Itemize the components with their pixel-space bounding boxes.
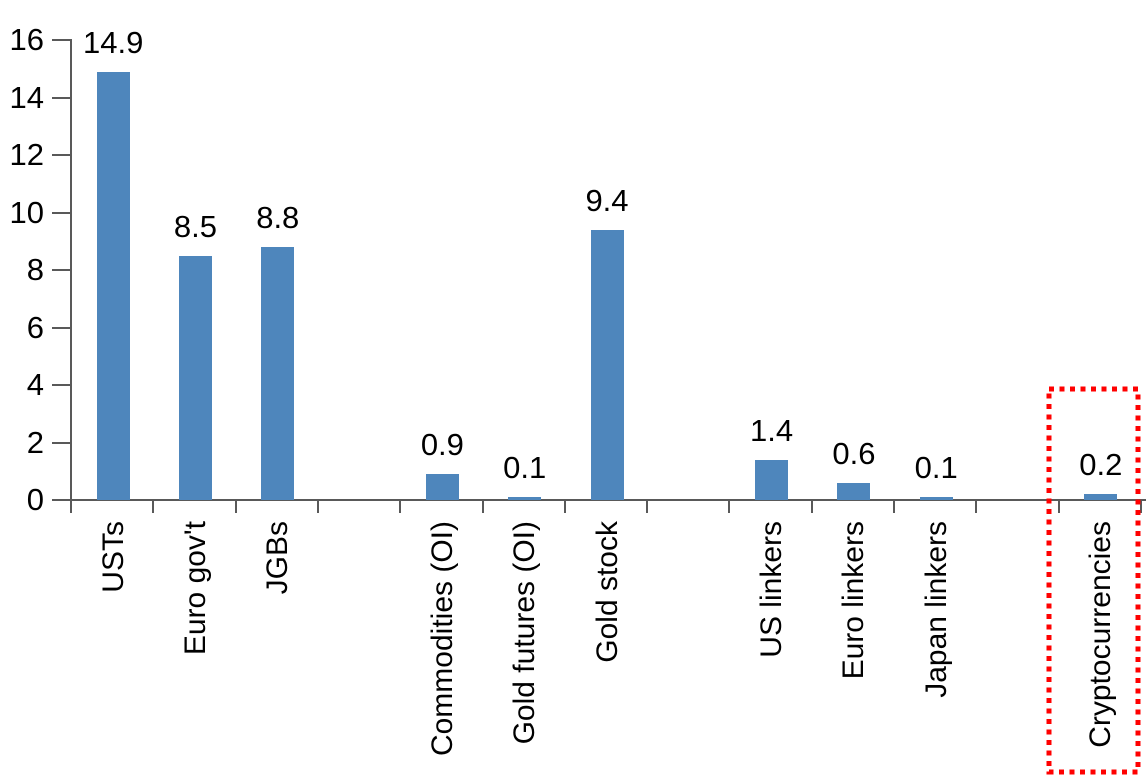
y-tick	[52, 384, 72, 386]
y-tick-label: 2	[26, 424, 44, 460]
x-tick	[234, 500, 237, 513]
value-label: 1.4	[750, 412, 794, 448]
bar	[837, 482, 871, 500]
y-tick	[52, 269, 72, 271]
bar	[508, 497, 542, 500]
bar	[261, 247, 295, 500]
x-axis-line	[70, 499, 1146, 501]
x-tick	[152, 500, 155, 513]
y-tick-label: 14	[9, 79, 44, 115]
bar	[178, 255, 212, 500]
category-label: Gold futures (OI)	[508, 521, 542, 745]
x-tick	[563, 500, 566, 513]
category-label: JGBs	[261, 521, 295, 595]
x-tick	[975, 500, 978, 513]
x-tick	[810, 500, 813, 513]
y-tick	[52, 499, 72, 501]
y-tick-label: 0	[26, 482, 44, 517]
x-tick	[728, 500, 731, 513]
bar	[425, 474, 459, 500]
x-tick	[893, 500, 896, 513]
y-tick	[52, 96, 72, 99]
value-label: 0.2	[1079, 447, 1123, 483]
value-label: 14.9	[82, 24, 144, 60]
highlight-box	[1046, 386, 1141, 775]
category-label: Euro gov't	[178, 521, 212, 656]
y-tick	[52, 39, 72, 41]
value-label: 0.6	[832, 435, 876, 471]
x-tick	[1057, 500, 1060, 513]
y-tick	[52, 326, 72, 329]
bar	[96, 71, 130, 500]
y-tick	[52, 211, 72, 214]
x-tick	[1140, 500, 1142, 513]
value-label: 8.5	[173, 208, 217, 244]
value-label: 8.8	[256, 200, 300, 235]
bar	[590, 229, 624, 500]
category-label: Euro linkers	[837, 521, 871, 680]
y-tick	[52, 441, 72, 444]
bar	[1084, 494, 1118, 500]
y-tick-label: 8	[26, 252, 44, 287]
y-tick-label: 4	[26, 367, 44, 402]
value-label: 0.1	[503, 450, 547, 486]
y-tick-label: 12	[9, 137, 44, 172]
bar	[755, 459, 789, 500]
category-label: USTs	[96, 521, 130, 593]
category-label: Japan linkers	[919, 521, 953, 698]
x-tick	[481, 500, 484, 513]
x-tick	[646, 500, 649, 513]
bar	[919, 497, 953, 500]
value-label: 0.1	[914, 450, 958, 486]
value-label: 0.9	[420, 427, 464, 463]
x-tick	[316, 500, 319, 513]
x-tick	[70, 500, 72, 513]
y-tick-label: 6	[26, 309, 44, 345]
y-tick-label: 16	[9, 22, 44, 57]
y-tick	[52, 154, 72, 156]
x-tick	[399, 500, 402, 513]
category-label: Gold stock	[590, 521, 624, 663]
category-label: Commodities (OI)	[425, 521, 459, 757]
y-tick-label: 10	[9, 194, 44, 230]
value-label: 9.4	[585, 182, 629, 218]
category-label: US linkers	[755, 521, 789, 658]
